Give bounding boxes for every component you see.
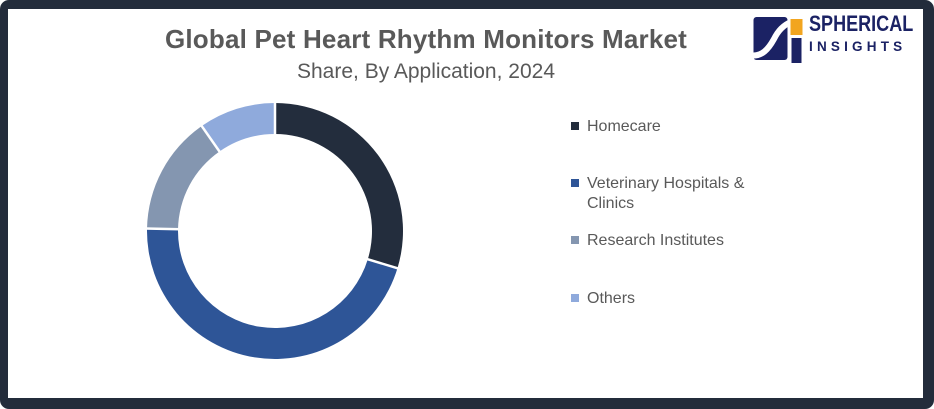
chart-header: Global Pet Heart Rhythm Monitors Market … — [8, 24, 844, 84]
legend-label-others: Others — [587, 290, 636, 307]
logo-brand-name: SPHERICAL — [809, 11, 914, 36]
legend-swatch-others — [571, 294, 579, 302]
legend-item-homecare: Homecare — [571, 117, 661, 137]
donut-chart-area — [123, 79, 427, 383]
legend-item-research-institutes: Research Institutes — [571, 231, 724, 251]
donut-segment-0 — [275, 103, 403, 269]
segment-separator — [199, 123, 222, 154]
chart-title: Global Pet Heart Rhythm Monitors Market — [164, 24, 688, 54]
segment-separator — [144, 227, 181, 231]
legend-label-research-institutes: Research Institutes — [587, 232, 724, 249]
donut-chart — [144, 101, 403, 359]
chart-subtitle: Share, By Application, 2024 — [296, 60, 555, 83]
legend-swatch-research-institutes — [571, 236, 579, 244]
legend-swatch-homecare — [571, 122, 579, 130]
spherical-insights-logo: SPHERICAL INSIGHTS — [752, 11, 934, 66]
legend-swatch-veterinary-hospitals-clinics — [571, 179, 579, 187]
legend-item-others: Others — [571, 289, 635, 309]
donut-segment-2 — [147, 126, 220, 230]
segment-separator — [365, 257, 400, 271]
logo-brand-tagline: INSIGHTS — [809, 39, 907, 55]
legend-label-veterinary-hospitals-clinics: Veterinary Hospitals & Clinics — [587, 175, 745, 212]
spherical-insights-logo-icon — [752, 17, 803, 63]
logo-wordmark: SPHERICAL INSIGHTS — [809, 11, 934, 55]
donut-segment-1 — [147, 228, 398, 359]
legend-label-homecare: Homecare — [587, 118, 661, 135]
donut-segment-3 — [201, 103, 275, 152]
legend-item-veterinary-hospitals-clinics: Veterinary Hospitals & Clinics — [571, 174, 765, 214]
